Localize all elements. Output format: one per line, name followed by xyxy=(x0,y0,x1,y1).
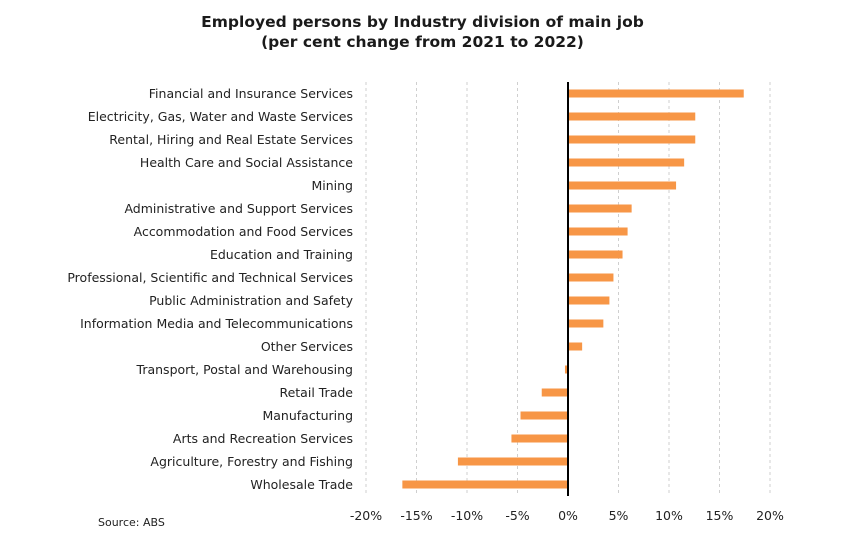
bar xyxy=(568,135,696,144)
bar xyxy=(520,411,568,420)
category-label: Wholesale Trade xyxy=(250,477,353,492)
category-label: Financial and Insurance Services xyxy=(149,86,353,101)
x-axis-ticks: -20% -15% -10% -5% 0% 5% 10% 15% 20% xyxy=(350,508,784,523)
bar xyxy=(457,457,568,466)
bar xyxy=(568,204,632,213)
bar xyxy=(568,89,744,98)
category-label: Professional, Scientific and Technical S… xyxy=(67,270,353,285)
bar xyxy=(568,296,610,305)
category-label: Public Administration and Safety xyxy=(149,293,353,308)
bar xyxy=(568,158,685,167)
bar xyxy=(568,227,628,236)
category-label: Electricity, Gas, Water and Waste Servic… xyxy=(88,109,353,124)
x-tick-label: 10% xyxy=(655,508,683,523)
chart-title: Employed persons by Industry division of… xyxy=(201,13,644,31)
x-tick-label: 5% xyxy=(609,508,629,523)
source-note: Source: ABS xyxy=(98,516,165,529)
category-label: Health Care and Social Assistance xyxy=(140,155,353,170)
x-tick-label: -20% xyxy=(350,508,382,523)
category-label: Rental, Hiring and Real Estate Services xyxy=(109,132,353,147)
x-tick-label: 0% xyxy=(558,508,578,523)
category-label: Transport, Postal and Warehousing xyxy=(136,362,353,377)
category-label: Other Services xyxy=(261,339,353,354)
category-label: Retail Trade xyxy=(279,385,353,400)
bar xyxy=(568,273,614,282)
category-label: Information Media and Telecommunications xyxy=(80,316,353,331)
gridlines xyxy=(365,82,771,496)
bar xyxy=(541,388,568,397)
x-tick-label: -10% xyxy=(451,508,483,523)
x-tick-label: 20% xyxy=(756,508,784,523)
x-tick-label: -15% xyxy=(400,508,432,523)
category-label: Education and Training xyxy=(210,247,353,262)
bar xyxy=(568,181,677,190)
category-label: Agriculture, Forestry and Fishing xyxy=(150,454,353,469)
chart-subtitle: (per cent change from 2021 to 2022) xyxy=(261,33,584,51)
bar xyxy=(568,342,583,351)
bar xyxy=(568,250,623,259)
category-labels: Financial and Insurance Services Electric… xyxy=(67,86,353,492)
category-label: Mining xyxy=(311,178,353,193)
bar xyxy=(511,434,568,443)
x-tick-label: -5% xyxy=(505,508,529,523)
category-label: Accommodation and Food Services xyxy=(134,224,353,239)
bar xyxy=(568,112,696,121)
x-tick-label: 15% xyxy=(706,508,734,523)
category-label: Arts and Recreation Services xyxy=(173,431,353,446)
bars xyxy=(402,89,744,489)
category-label: Manufacturing xyxy=(262,408,353,423)
bar xyxy=(568,319,604,328)
bar xyxy=(564,365,568,374)
category-label: Administrative and Support Services xyxy=(124,201,353,216)
bar xyxy=(402,480,568,489)
